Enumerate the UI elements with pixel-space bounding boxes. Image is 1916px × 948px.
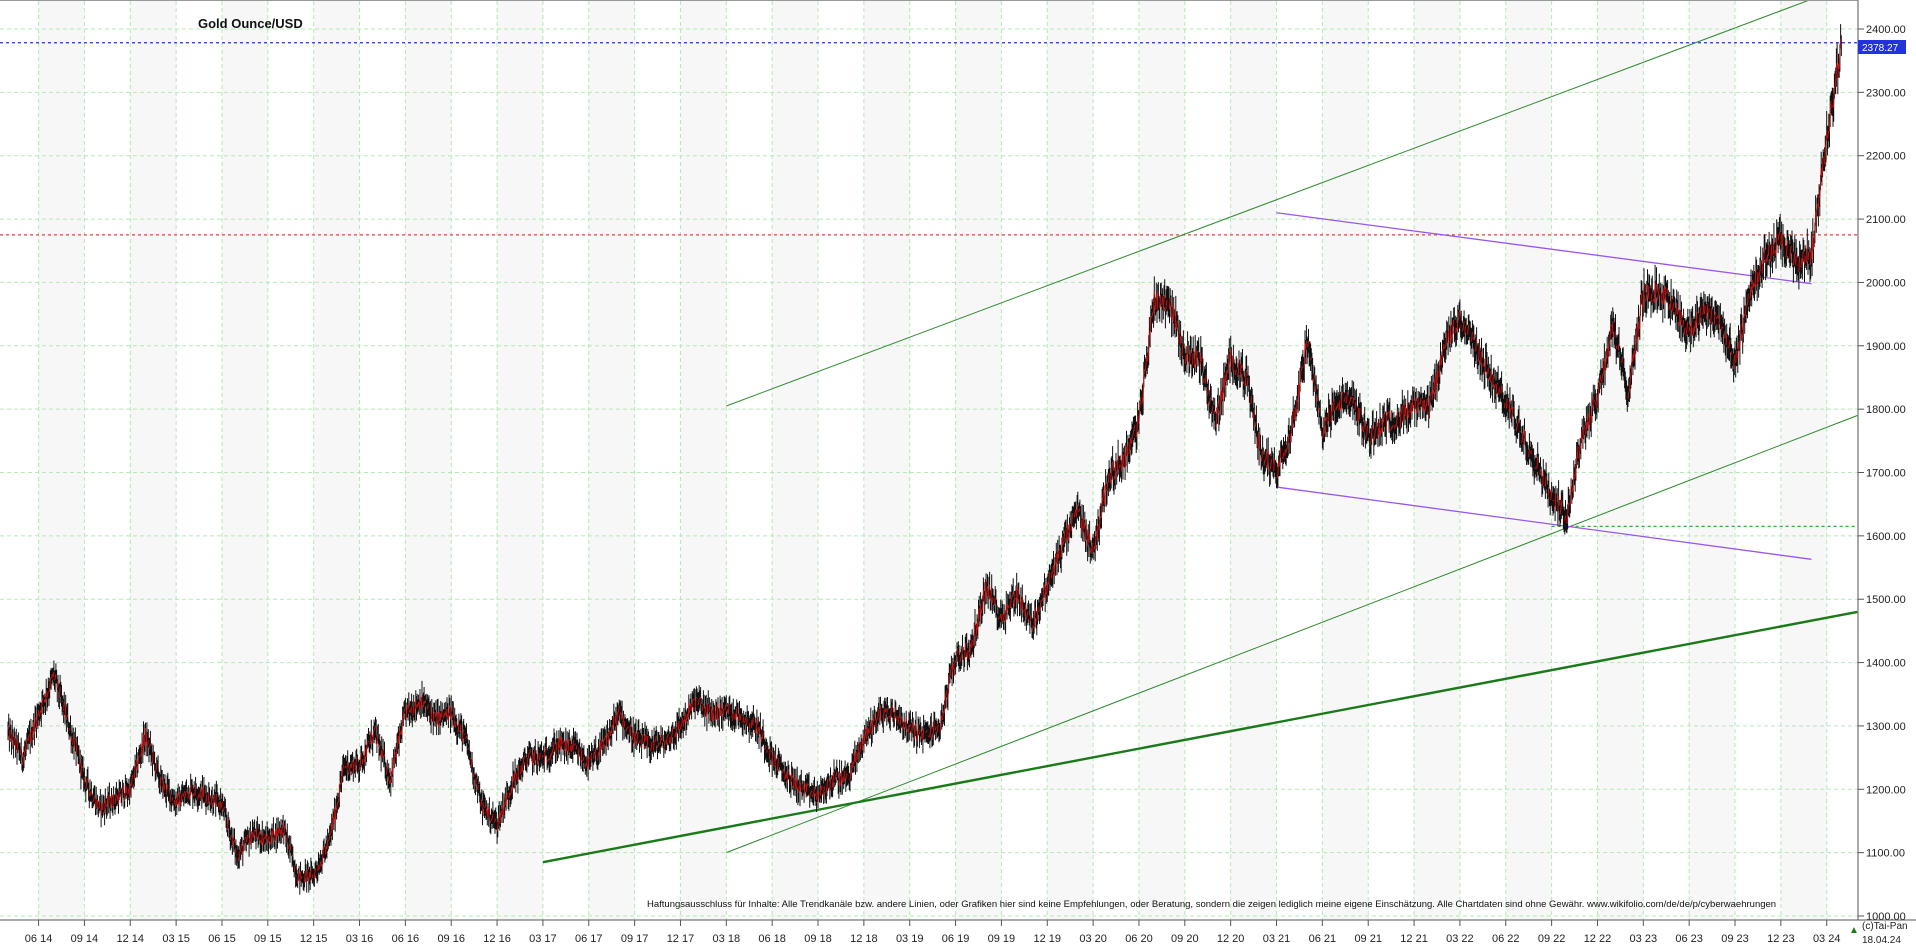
x-tick-label: 12 16 <box>483 933 511 945</box>
x-tick-label: 03 22 <box>1446 933 1474 945</box>
y-tick-label: 1100.00 <box>1866 848 1905 860</box>
x-tick-label: 09 18 <box>804 933 832 945</box>
x-tick-label: 03 21 <box>1263 933 1291 945</box>
x-tick-label: 06 22 <box>1492 933 1520 945</box>
quarter-band <box>1047 1 1094 920</box>
y-tick-label: 2000.00 <box>1866 277 1906 289</box>
x-tick-label: 12 18 <box>850 933 878 945</box>
y-tick-label: 1300.00 <box>1866 721 1906 733</box>
x-tick-label: 09 19 <box>988 933 1016 945</box>
price-series <box>7 24 1843 895</box>
x-tick-label: 03 19 <box>896 933 924 945</box>
x-tick-label: 03 20 <box>1079 933 1107 945</box>
y-tick-label: 1400.00 <box>1866 658 1906 670</box>
trend-line <box>542 610 1858 864</box>
x-tick-label: 12 14 <box>117 933 145 945</box>
copyright-text: (c)Tai-Pan <box>1862 921 1908 932</box>
horizontal-level-lines <box>0 42 1858 527</box>
trend-lines <box>542 0 1858 864</box>
x-tick-label: 09 21 <box>1354 933 1382 945</box>
y-tick-label: 2400.00 <box>1866 24 1906 36</box>
x-tick-label: 06 18 <box>758 933 786 945</box>
y-tick-label: 2300.00 <box>1866 87 1906 99</box>
grid-lines <box>0 1 1858 920</box>
x-tick-label: 06 21 <box>1309 933 1337 945</box>
x-tick-label: 09 20 <box>1171 933 1199 945</box>
x-tick-label: 06 17 <box>575 933 603 945</box>
trend-line <box>1276 486 1812 560</box>
x-tick-label: 12 17 <box>667 933 695 945</box>
x-tick-label: 03 24 <box>1813 933 1841 945</box>
price-up-segments <box>7 39 1842 884</box>
y-axis-ticks: 1000.001100.001200.001300.001400.001500.… <box>1858 24 1906 923</box>
quarter-band <box>955 1 1002 920</box>
x-tick-label: 09 14 <box>71 933 99 945</box>
x-tick-label: 06 20 <box>1125 933 1153 945</box>
quarter-band <box>1780 1 1827 920</box>
x-tick-label: 12 20 <box>1217 933 1245 945</box>
x-tick-label: 06 14 <box>25 933 53 945</box>
trend-line <box>726 415 1858 854</box>
quarter-band <box>405 1 452 920</box>
x-tick-label: 12 22 <box>1584 933 1612 945</box>
quarter-band <box>38 1 85 920</box>
x-tick-label: 06 19 <box>942 933 970 945</box>
x-tick-label: 12 23 <box>1767 933 1795 945</box>
last-price-box <box>1858 40 1906 54</box>
x-tick-label: 03 16 <box>346 933 374 945</box>
x-axis-ticks: 06 14 09 14 12 14 03 15 06 15 09 15 12 15 03 16… <box>25 920 1841 945</box>
disclaimer-text: Haftungsausschluss für Inhalte: Alle Tre… <box>647 899 1776 910</box>
y-tick-label: 2200.00 <box>1866 151 1906 163</box>
x-tick-label: 09 17 <box>621 933 649 945</box>
x-tick-label: 06 15 <box>208 933 236 945</box>
quarter-band <box>680 1 727 920</box>
y-tick-label: 1600.00 <box>1866 531 1906 543</box>
axis-arrow-marker: ▲ <box>1849 925 1859 936</box>
x-tick-label: 06 16 <box>392 933 420 945</box>
x-tick-label: 12 19 <box>1034 933 1062 945</box>
x-tick-label: 12 15 <box>300 933 328 945</box>
y-tick-label: 1800.00 <box>1866 404 1906 416</box>
x-tick-label: 03 23 <box>1630 933 1658 945</box>
y-tick-label: 1500.00 <box>1866 594 1906 606</box>
x-tick-label: 09 23 <box>1721 933 1749 945</box>
alternating-quarter-bands <box>38 1 1827 920</box>
y-tick-label: 1900.00 <box>1866 341 1906 353</box>
quarter-band <box>497 1 543 920</box>
x-tick-label: 03 18 <box>713 933 741 945</box>
chart-title: Gold Ounce/USD <box>198 16 303 31</box>
date-label: 18.04.24 <box>1862 935 1901 946</box>
x-tick-label: 03 17 <box>529 933 557 945</box>
quarter-band <box>1322 1 1369 920</box>
quarter-band <box>1138 1 1185 920</box>
x-tick-label: 09 22 <box>1538 933 1566 945</box>
quarter-band <box>588 1 635 920</box>
x-tick-label: 06 23 <box>1675 933 1703 945</box>
x-tick-label: 03 15 <box>162 933 190 945</box>
quarter-band <box>221 1 268 920</box>
trend-line <box>1276 212 1812 285</box>
last-price-label: 2378.27 <box>1858 40 1906 54</box>
quarter-band <box>1414 1 1460 920</box>
trend-line <box>726 0 1811 407</box>
quarter-band <box>863 1 910 920</box>
y-tick-label: 1700.00 <box>1866 468 1906 480</box>
quarter-band <box>1689 1 1736 920</box>
quarter-band <box>1597 1 1644 920</box>
y-tick-label: 2100.00 <box>1866 214 1906 226</box>
x-tick-label: 09 15 <box>254 933 282 945</box>
x-tick-label: 09 16 <box>437 933 465 945</box>
quarter-band <box>313 1 360 920</box>
x-tick-label: 12 21 <box>1400 933 1428 945</box>
last-price-text: 2378.27 <box>1862 43 1899 54</box>
y-tick-label: 1200.00 <box>1866 784 1906 796</box>
